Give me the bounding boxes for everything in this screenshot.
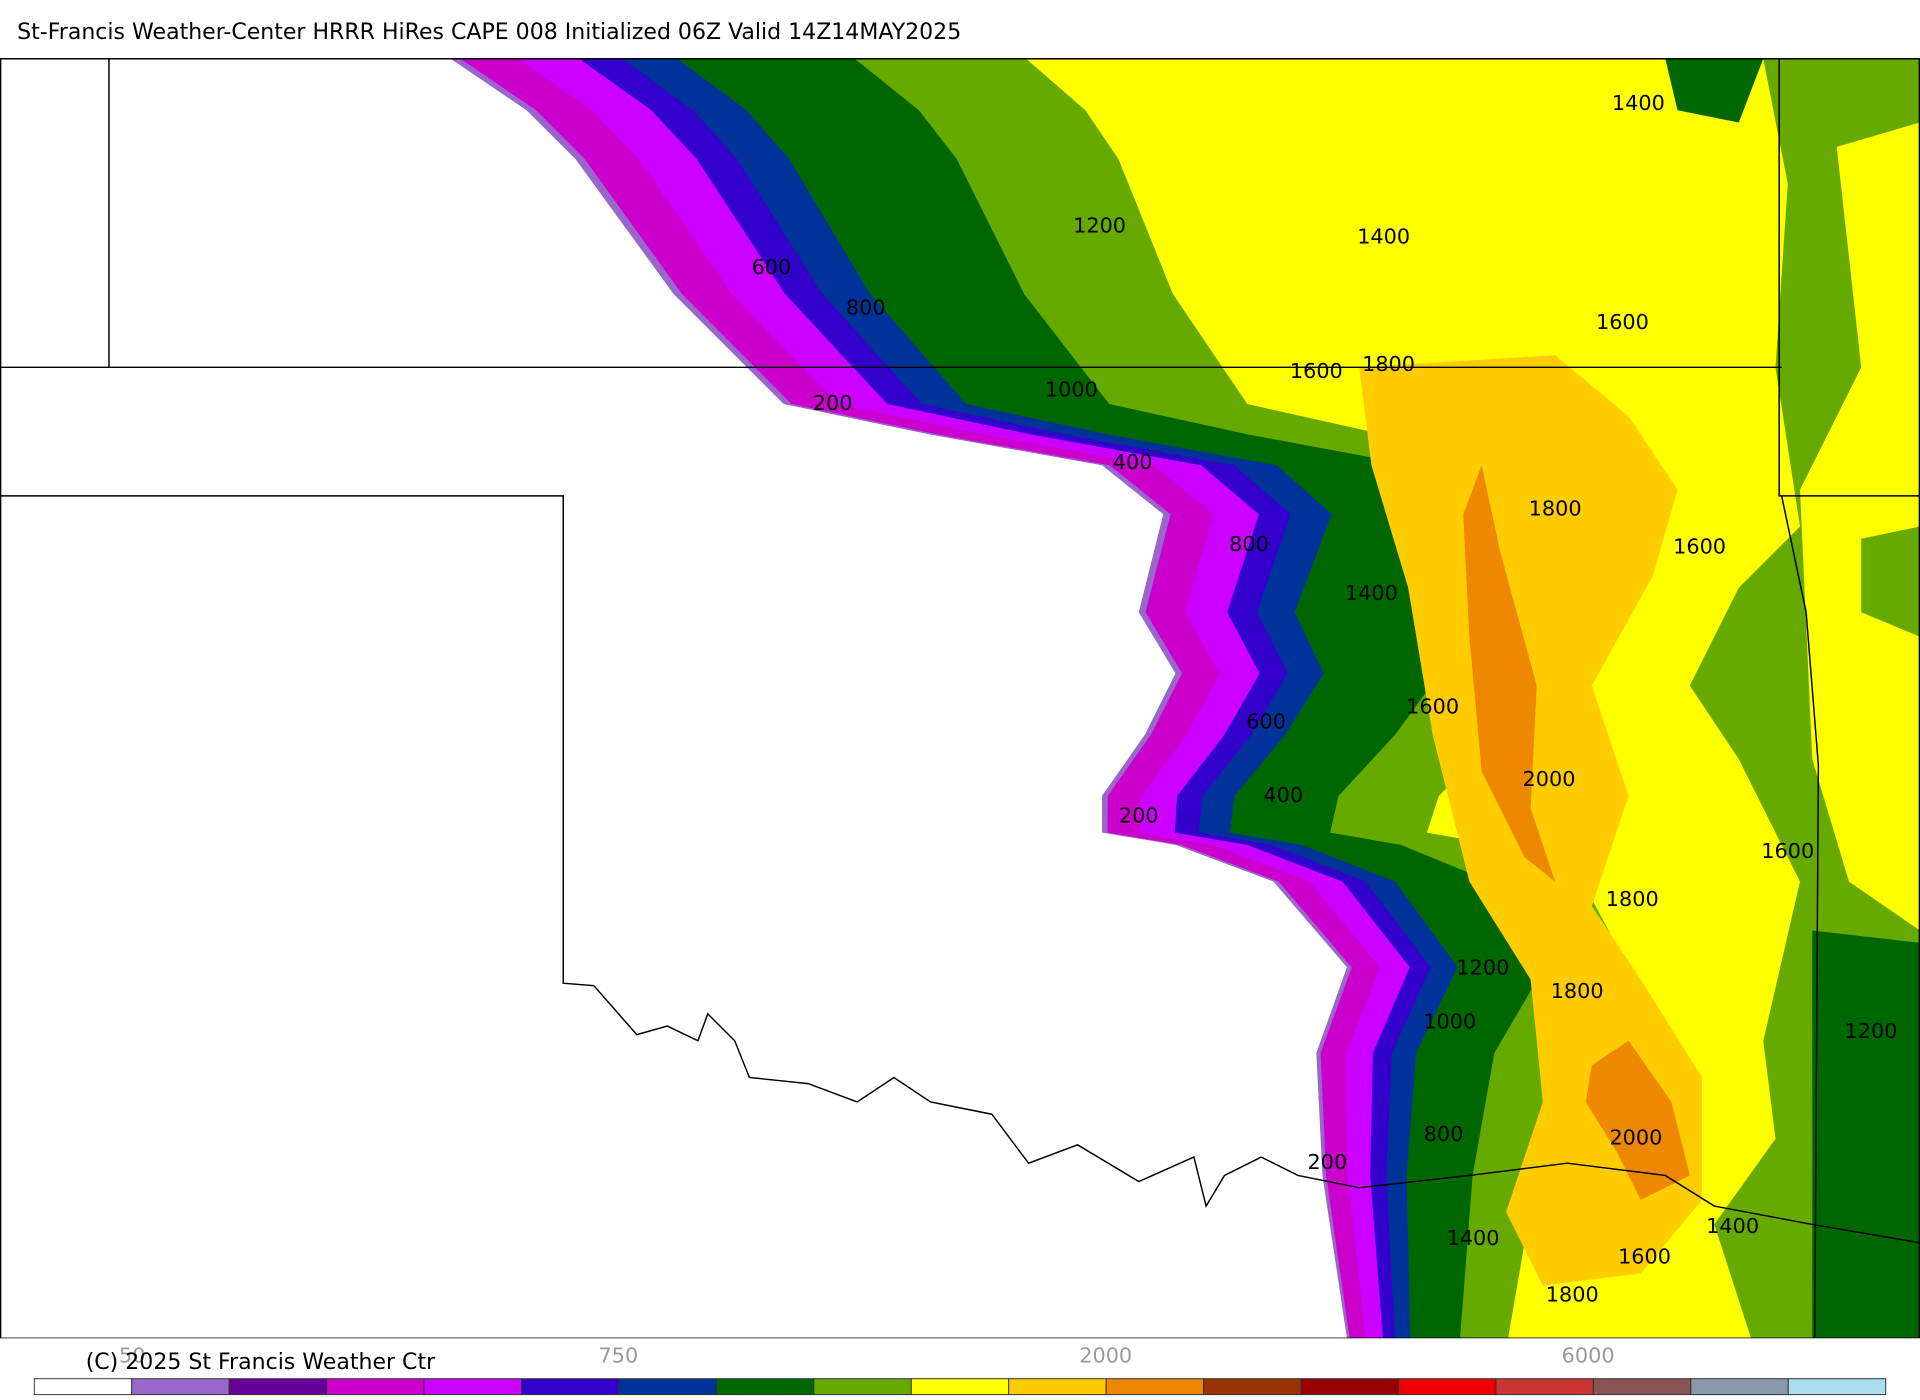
contour-label: 2000	[1523, 767, 1576, 791]
colorbar-swatch	[1105, 1378, 1205, 1396]
contour-label: 1200	[1073, 214, 1126, 238]
contour-labels: 1400 1200 1400 600 800 1600 1600 1800 200 1000 400…	[752, 91, 1898, 1306]
contour-label: 400	[1113, 450, 1153, 474]
colorbar-label: 50	[119, 1344, 145, 1368]
cape-2000	[1463, 465, 1556, 882]
colorbar-swatch	[1592, 1378, 1692, 1396]
contour-label: 1800	[1551, 979, 1604, 1003]
contour-label: 1600	[1673, 534, 1726, 558]
colorbar-swatch	[423, 1378, 522, 1396]
contour-label: 1800	[1362, 352, 1415, 376]
contour-label: 1400	[1357, 225, 1410, 249]
contour-label: 1800	[1529, 496, 1582, 520]
contour-label: 800	[1229, 532, 1269, 556]
colorbar-swatch	[1300, 1378, 1399, 1396]
colorbar-swatch	[1787, 1378, 1887, 1396]
cape-1600	[1444, 85, 1776, 319]
colorbar: 50 750 2000 6000	[33, 1344, 1887, 1396]
cape-2000	[1585, 1040, 1690, 1200]
colorbar-swatch	[521, 1378, 620, 1396]
cape-highlights	[1359, 58, 1920, 1339]
colorbar-swatch	[1690, 1378, 1789, 1396]
colorbar-swatch	[715, 1378, 815, 1396]
contour-label: 1600	[1406, 695, 1459, 719]
contour-label: 1000	[1423, 1009, 1476, 1033]
contour-label: 400	[1263, 783, 1303, 807]
contour-label: 1200	[1845, 1019, 1898, 1043]
colorbar-swatch	[131, 1378, 230, 1396]
colorbar-swatch	[813, 1378, 912, 1396]
contour-label: 600	[1246, 709, 1286, 733]
colorbar-label: 2000	[1079, 1344, 1132, 1368]
contour-label: 1200	[1456, 956, 1509, 980]
contour-label: 1600	[1596, 310, 1649, 334]
colorbar-swatch	[326, 1378, 425, 1396]
colorbar-swatch	[33, 1378, 133, 1396]
cape-1200	[1665, 58, 1764, 123]
colorbar-swatch	[1008, 1378, 1107, 1396]
state-line	[0, 495, 1920, 1244]
contour-label: 2000	[1609, 1126, 1662, 1150]
contour-label: 200	[1119, 804, 1159, 828]
cape-1200	[1812, 930, 1920, 1339]
state-line	[0, 58, 1920, 497]
colorbar-swatch	[228, 1378, 328, 1396]
borders	[0, 58, 1920, 1340]
contour-label: 1600	[1618, 1244, 1671, 1268]
contour-label: 200	[813, 391, 853, 415]
contour-label: 1000	[1045, 378, 1098, 402]
colorbar-swatch	[910, 1378, 1010, 1396]
contour-label: 1400	[1706, 1214, 1759, 1238]
contour-label: 1600	[1761, 839, 1814, 863]
contour-label: 1800	[1606, 887, 1659, 911]
contour-label: 600	[752, 255, 792, 279]
contour-label: 1800	[1546, 1282, 1599, 1306]
colorbar-swatch	[1495, 1378, 1594, 1396]
colorbar-swatch	[618, 1378, 717, 1396]
state-line	[1780, 495, 1820, 1339]
contour-label: 800	[846, 296, 886, 320]
colorbar-label: 6000	[1562, 1344, 1615, 1368]
colorbar-swatch	[1398, 1378, 1497, 1396]
contour-label: 200	[1307, 1150, 1347, 1174]
cape-band	[1026, 58, 1920, 1339]
contour-label: 1400	[1612, 91, 1665, 115]
contour-label: 1400	[1447, 1226, 1500, 1250]
cape-1600	[1800, 122, 1920, 931]
contour-label: 1600	[1290, 359, 1343, 383]
copyright: (C) 2025 St Francis Weather Ctr	[86, 1350, 436, 1375]
colorbar-swatch	[1203, 1378, 1302, 1396]
contour-label: 1400	[1345, 581, 1398, 605]
colorbar-label: 750	[599, 1344, 639, 1368]
contour-label: 800	[1424, 1122, 1464, 1146]
map-title: St-Francis Weather-Center HRRR HiRes CAP…	[17, 20, 961, 45]
